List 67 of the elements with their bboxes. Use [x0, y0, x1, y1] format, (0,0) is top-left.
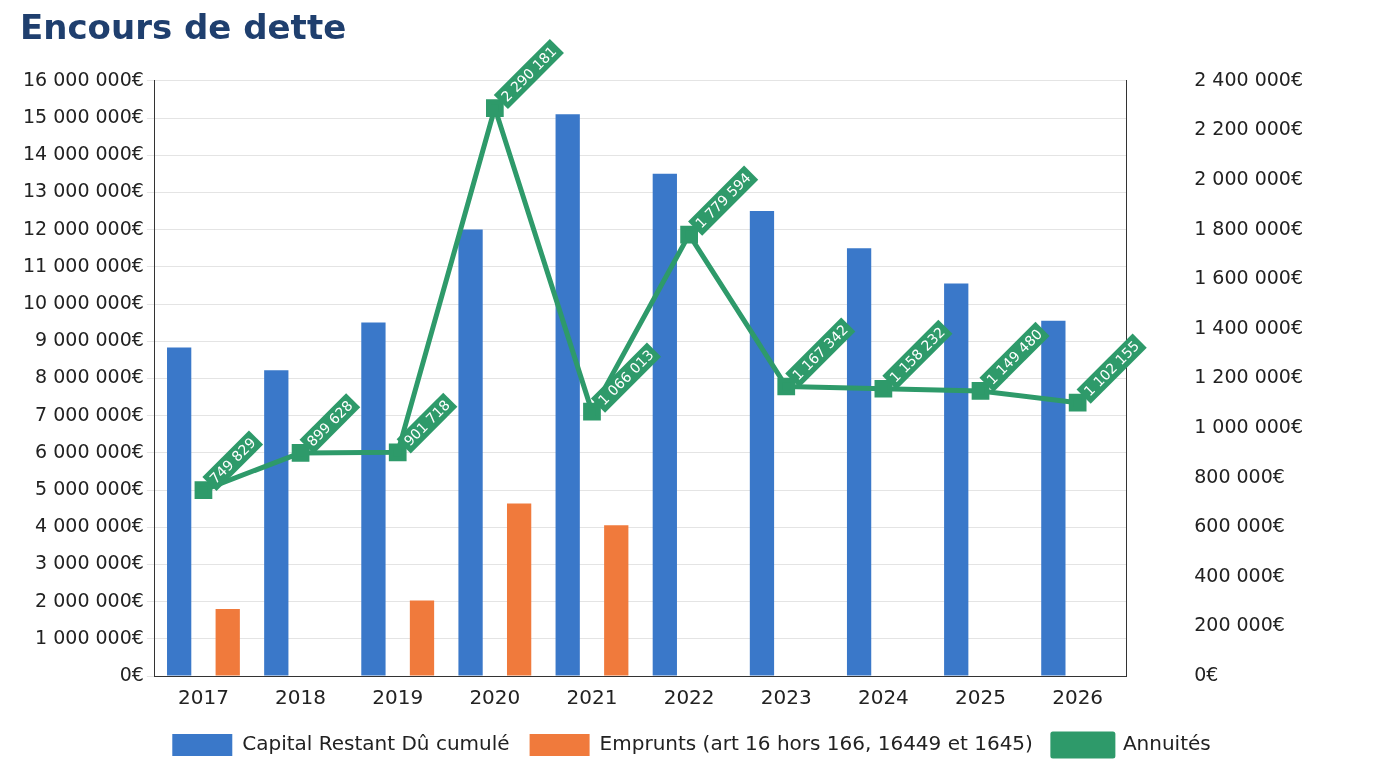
y2-tick-label: 1 400 000€	[1194, 315, 1304, 338]
x-tick-label: 2025	[955, 685, 1006, 710]
legend-label: Capital Restant Dû cumulé	[242, 731, 510, 756]
data-label: 1 149 480	[983, 325, 1046, 388]
y2-tick-label: 1 200 000€	[1194, 365, 1304, 388]
data-label: 749 829	[206, 434, 259, 487]
data-label: 899 628	[303, 397, 356, 450]
x-tick-label: 2022	[663, 685, 715, 710]
y2-tick-label: 1 000 000€	[1194, 414, 1304, 437]
y2-tick-label: 600 000€	[1194, 514, 1285, 537]
x-tick-label: 2017	[177, 685, 229, 710]
bar	[167, 347, 192, 676]
bar	[846, 248, 872, 676]
x-tick-label: 2018	[275, 685, 327, 710]
y-tick-label: 11 000 000€	[23, 253, 144, 276]
bar	[555, 114, 580, 676]
x-tick-label: 2023	[760, 685, 812, 710]
y2-tick-label: 1 800 000€	[1194, 216, 1304, 239]
y2-tick-label: 400 000€	[1194, 563, 1285, 586]
bar	[215, 609, 240, 676]
y-tick-label: 2 000 000€	[35, 588, 144, 611]
y-tick-label: 8 000 000€	[35, 365, 144, 388]
bar	[361, 322, 386, 676]
y2-tick-label: 0€	[1194, 662, 1219, 685]
bar	[264, 370, 289, 676]
y2-tick-label: 800 000€	[1194, 464, 1285, 487]
data-label: 2 290 181	[497, 42, 560, 105]
y-tick-label: 7 000 000€	[35, 402, 144, 425]
y-tick-label: 15 000 000€	[23, 104, 144, 127]
bar	[652, 173, 677, 676]
point	[291, 444, 310, 462]
y-tick-label: 4 000 000€	[35, 514, 144, 537]
y-tick-label: 6 000 000€	[35, 439, 144, 462]
y2-tick-label: 1 600 000€	[1194, 266, 1304, 289]
y-tick-label: 16 000 000€	[23, 67, 144, 90]
legend-label: Emprunts (art 16 hors 166, 16449 et 1645)	[599, 731, 1033, 756]
y-tick-label: 5 000 000€	[35, 476, 144, 499]
chart-title: Encours de dette	[20, 7, 347, 48]
y-tick-label: 3 000 000€	[35, 551, 144, 574]
bar	[458, 229, 483, 676]
bar	[604, 525, 629, 676]
data-label: 901 718	[400, 396, 453, 449]
y2-tick-label: 2 400 000€	[1194, 67, 1304, 90]
bar	[409, 600, 435, 676]
y-tick-label: 12 000 000€	[23, 216, 144, 239]
x-tick-label: 2021	[566, 685, 618, 710]
bar	[749, 211, 775, 676]
bar	[1041, 320, 1066, 676]
point	[971, 382, 990, 400]
y2-tick-label: 2 200 000€	[1194, 117, 1304, 140]
y-tick-label: 14 000 000€	[23, 142, 144, 165]
x-tick-label: 2026	[1052, 685, 1104, 710]
point	[194, 481, 213, 499]
x-tick-label: 2019	[372, 685, 424, 710]
y-tick-label: 10 000 000€	[23, 290, 144, 313]
y2-tick-label: 200 000€	[1194, 613, 1285, 636]
data-label: 1 066 013	[594, 346, 657, 409]
y-tick-label: 9 000 000€	[35, 328, 144, 351]
bar	[506, 503, 532, 676]
y2-tick-label: 2 000 000€	[1194, 166, 1304, 189]
x-tick-label: 2020	[469, 685, 521, 710]
y-tick-label: 1 000 000€	[35, 625, 144, 648]
x-tick-label: 2024	[857, 685, 909, 710]
bar	[944, 283, 969, 676]
y-tick-label: 13 000 000€	[23, 179, 144, 202]
y-tick-label: 0€	[119, 662, 144, 685]
legend-label: Annuités	[1122, 731, 1211, 756]
